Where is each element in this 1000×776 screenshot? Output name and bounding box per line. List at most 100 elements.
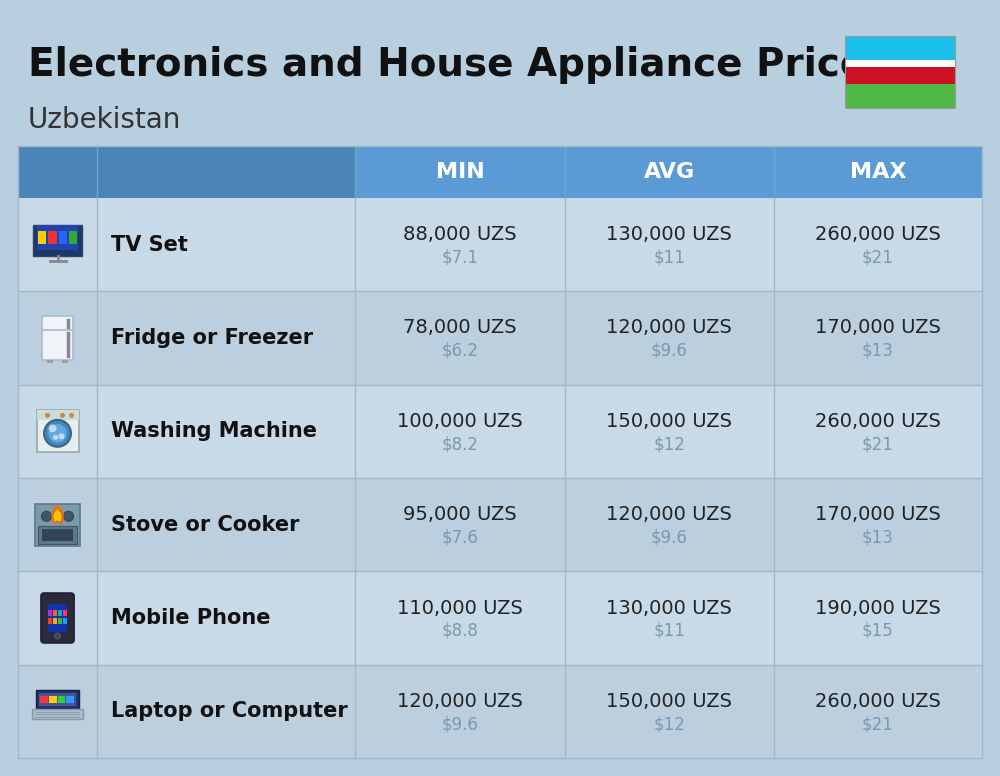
- Bar: [58, 610, 62, 616]
- Text: 150,000 UZS: 150,000 UZS: [606, 692, 732, 711]
- Bar: [35, 504, 80, 546]
- Bar: [63, 610, 67, 616]
- Circle shape: [53, 435, 58, 440]
- Text: $9.6: $9.6: [442, 715, 478, 733]
- Text: 120,000 UZS: 120,000 UZS: [606, 505, 732, 524]
- Bar: [18, 571, 982, 665]
- Bar: [774, 146, 982, 198]
- Bar: [845, 61, 955, 67]
- Text: 95,000 UZS: 95,000 UZS: [403, 505, 517, 524]
- Text: $6.2: $6.2: [441, 342, 478, 360]
- Text: $8.8: $8.8: [442, 622, 478, 640]
- Text: $11: $11: [653, 248, 685, 267]
- Text: 190,000 UZS: 190,000 UZS: [815, 598, 941, 618]
- Bar: [69, 231, 77, 244]
- Text: $7.6: $7.6: [442, 528, 478, 546]
- Text: 130,000 UZS: 130,000 UZS: [606, 225, 732, 244]
- Text: $9.6: $9.6: [651, 528, 688, 546]
- Bar: [58, 618, 62, 624]
- Bar: [63, 618, 67, 624]
- Text: $21: $21: [862, 715, 894, 733]
- Bar: [565, 146, 774, 198]
- Bar: [66, 696, 74, 703]
- Text: Stove or Cooker: Stove or Cooker: [111, 514, 300, 535]
- Text: Fridge or Freezer: Fridge or Freezer: [111, 328, 313, 348]
- Bar: [53, 610, 57, 616]
- Text: Laptop or Computer: Laptop or Computer: [111, 702, 348, 722]
- Text: 150,000 UZS: 150,000 UZS: [606, 412, 732, 431]
- Text: TV Set: TV Set: [111, 234, 188, 255]
- Bar: [37, 411, 79, 452]
- Text: 260,000 UZS: 260,000 UZS: [815, 692, 941, 711]
- Bar: [58, 696, 65, 703]
- Text: AVG: AVG: [644, 162, 695, 182]
- Text: Mobile Phone: Mobile Phone: [111, 608, 271, 628]
- Text: Uzbekistan: Uzbekistan: [28, 106, 181, 134]
- Bar: [38, 526, 77, 544]
- Bar: [42, 529, 73, 541]
- Bar: [845, 67, 955, 84]
- FancyBboxPatch shape: [41, 593, 74, 643]
- Bar: [18, 478, 982, 571]
- Text: 120,000 UZS: 120,000 UZS: [606, 318, 732, 338]
- Text: $11: $11: [653, 622, 685, 640]
- Bar: [18, 665, 982, 758]
- Text: $7.1: $7.1: [441, 248, 478, 267]
- Text: MAX: MAX: [850, 162, 906, 182]
- Text: $21: $21: [862, 435, 894, 453]
- Text: Washing Machine: Washing Machine: [111, 421, 317, 442]
- Text: 260,000 UZS: 260,000 UZS: [815, 225, 941, 244]
- Text: $13: $13: [862, 528, 894, 546]
- Circle shape: [44, 420, 71, 447]
- Bar: [48, 604, 67, 632]
- Bar: [53, 618, 57, 624]
- Bar: [39, 693, 76, 706]
- Text: Electronics and House Appliance Prices: Electronics and House Appliance Prices: [28, 46, 889, 84]
- Bar: [33, 225, 82, 256]
- Bar: [355, 146, 565, 198]
- Bar: [18, 291, 982, 385]
- Text: 130,000 UZS: 130,000 UZS: [606, 598, 732, 618]
- Circle shape: [60, 413, 65, 417]
- Bar: [845, 36, 955, 108]
- Bar: [62, 360, 68, 363]
- Circle shape: [55, 633, 61, 639]
- Bar: [40, 696, 48, 703]
- Text: 100,000 UZS: 100,000 UZS: [397, 412, 523, 431]
- Circle shape: [49, 424, 57, 432]
- Bar: [845, 84, 955, 108]
- Polygon shape: [52, 505, 64, 523]
- Text: $8.2: $8.2: [441, 435, 478, 453]
- Bar: [18, 146, 355, 198]
- Circle shape: [69, 413, 74, 417]
- Bar: [18, 385, 982, 478]
- Bar: [49, 696, 57, 703]
- Circle shape: [45, 413, 50, 417]
- Circle shape: [64, 511, 74, 521]
- Text: 88,000 UZS: 88,000 UZS: [403, 225, 517, 244]
- Text: 260,000 UZS: 260,000 UZS: [815, 412, 941, 431]
- Text: $12: $12: [653, 435, 685, 453]
- Bar: [38, 231, 46, 244]
- Bar: [37, 225, 78, 250]
- Text: $12: $12: [653, 715, 685, 733]
- Bar: [48, 231, 57, 244]
- Bar: [845, 36, 955, 61]
- Text: $13: $13: [862, 342, 894, 360]
- Text: $9.6: $9.6: [651, 342, 688, 360]
- Bar: [47, 360, 53, 363]
- Polygon shape: [54, 510, 61, 521]
- Bar: [32, 709, 83, 719]
- Circle shape: [59, 433, 65, 439]
- Circle shape: [41, 511, 51, 521]
- Text: 170,000 UZS: 170,000 UZS: [815, 505, 941, 524]
- Text: 120,000 UZS: 120,000 UZS: [397, 692, 523, 711]
- Bar: [59, 231, 67, 244]
- Text: 78,000 UZS: 78,000 UZS: [403, 318, 517, 338]
- Bar: [48, 618, 52, 624]
- Bar: [37, 411, 79, 421]
- Text: MIN: MIN: [436, 162, 484, 182]
- Bar: [36, 690, 79, 709]
- Text: $21: $21: [862, 248, 894, 267]
- Text: 170,000 UZS: 170,000 UZS: [815, 318, 941, 338]
